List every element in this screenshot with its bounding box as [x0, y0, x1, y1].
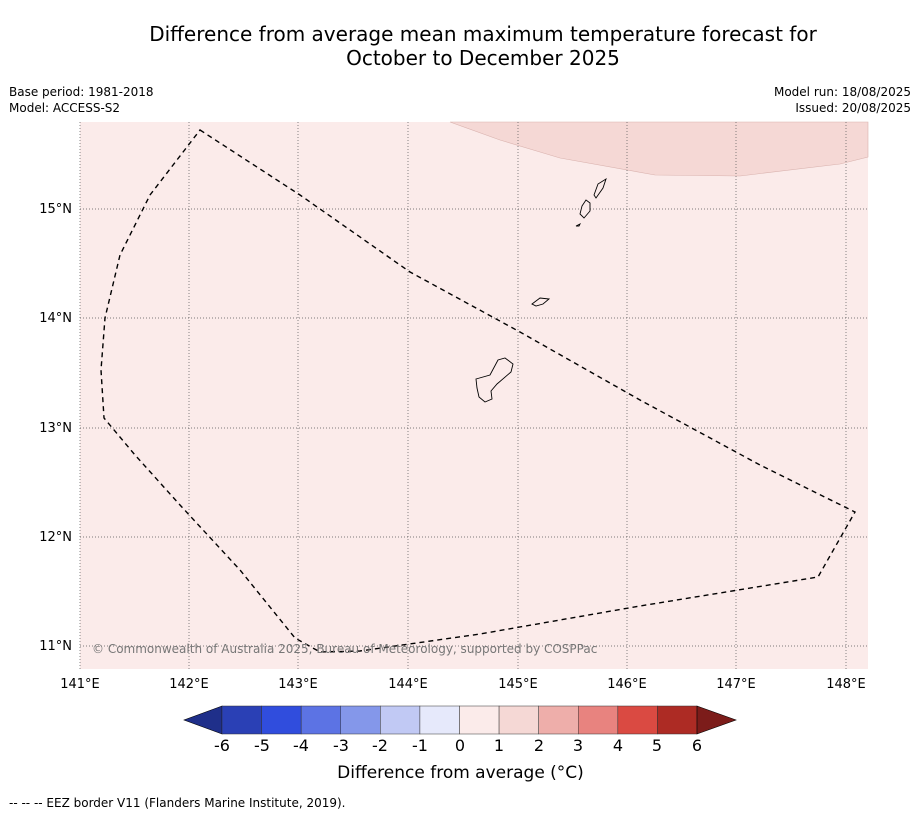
cb-tick-neg3: -3 — [333, 736, 349, 755]
lon-label-147: 147°E — [716, 677, 756, 692]
lat-label-14: 14°N — [39, 311, 72, 326]
map-title: Difference from average mean maximum tem… — [0, 22, 919, 70]
graticule — [79, 122, 868, 669]
colorbar-extend-low — [183, 705, 223, 735]
title-line-2: October to December 2025 — [346, 46, 620, 70]
colorbar: -6 -5 -4 -3 -2 -1 0 1 2 3 4 5 6 — [183, 705, 737, 755]
saipan-island — [593, 177, 607, 199]
lon-label-144: 144°E — [388, 677, 428, 692]
aguijan-island — [575, 222, 582, 227]
cb-tick-neg1: -1 — [412, 736, 428, 755]
islands — [475, 177, 607, 403]
colorbar-bin--2-to--1 — [380, 705, 421, 735]
colorbar-bin-4-to-5 — [617, 705, 658, 735]
lat-label-11: 11°N — [39, 639, 72, 654]
latitude-labels: 15°N 14°N 13°N 12°N 11°N — [39, 202, 72, 654]
tinian-island — [579, 199, 591, 219]
issued-date: Issued: 20/08/2025 — [795, 101, 911, 115]
eez-legend-note: -- -- -- EEZ border V11 (Flanders Marine… — [9, 796, 346, 810]
warm-anomaly-region — [449, 121, 869, 177]
colorbar-label: Difference from average (°C) — [337, 763, 584, 783]
cb-tick-neg6: -6 — [214, 736, 230, 755]
title-line-1: Difference from average mean maximum tem… — [149, 22, 817, 46]
cb-tick-neg2: -2 — [372, 736, 388, 755]
model-run-date: Model run: 18/08/2025 — [773, 85, 911, 99]
cb-tick-2: 2 — [534, 736, 544, 755]
colorbar-segments — [183, 705, 737, 735]
map: © Commonwealth of Australia 2025, Bureau… — [39, 121, 869, 692]
lon-label-146: 146°E — [607, 677, 647, 692]
map-background — [80, 122, 868, 669]
base-period: Base period: 1981-2018 — [9, 85, 154, 99]
colorbar-bin--6-to--5 — [221, 705, 262, 735]
lon-label-148: 148°E — [826, 677, 866, 692]
colorbar-bin-0-to-1 — [459, 705, 500, 735]
lat-label-13: 13°N — [39, 421, 72, 436]
cb-tick-5: 5 — [652, 736, 662, 755]
colorbar-bin--1-to-0 — [419, 705, 460, 735]
eez-border — [100, 129, 856, 653]
model-info: Base period: 1981-2018 Model: ACCESS-S2 — [9, 84, 154, 116]
cb-tick-neg4: -4 — [293, 736, 309, 755]
lat-label-15: 15°N — [39, 202, 72, 217]
colorbar-bin-2-to-3 — [538, 705, 579, 735]
colorbar-extend-high — [696, 705, 737, 735]
cb-tick-0: 0 — [455, 736, 465, 755]
lon-label-141: 141°E — [60, 677, 100, 692]
lon-label-143: 143°E — [278, 677, 318, 692]
cb-tick-6: 6 — [692, 736, 702, 755]
run-info: Model run: 18/08/2025 Issued: 20/08/2025 — [774, 84, 911, 116]
cb-tick-1: 1 — [494, 736, 504, 755]
colorbar-bin-5-to-6 — [657, 705, 698, 735]
colorbar-tick-labels: -6 -5 -4 -3 -2 -1 0 1 2 3 4 5 6 — [214, 736, 702, 755]
colorbar-bin--4-to--3 — [300, 705, 341, 735]
colorbar-bin--5-to--4 — [261, 705, 302, 735]
longitude-labels: 141°E 142°E 143°E 144°E 145°E 146°E 147°… — [60, 677, 866, 692]
lon-label-145: 145°E — [498, 677, 538, 692]
colorbar-bin--3-to--2 — [340, 705, 381, 735]
lat-label-12: 12°N — [39, 530, 72, 545]
guam-island — [475, 357, 514, 403]
colorbar-bin-3-to-4 — [578, 705, 619, 735]
cb-tick-4: 4 — [613, 736, 623, 755]
cb-tick-neg5: -5 — [254, 736, 270, 755]
rota-island — [531, 297, 551, 307]
colorbar-bin-1-to-2 — [498, 705, 539, 735]
model-name: Model: ACCESS-S2 — [9, 101, 121, 115]
cb-tick-3: 3 — [573, 736, 583, 755]
lon-label-142: 142°E — [169, 677, 209, 692]
copyright-notice: © Commonwealth of Australia 2025, Bureau… — [92, 642, 597, 656]
